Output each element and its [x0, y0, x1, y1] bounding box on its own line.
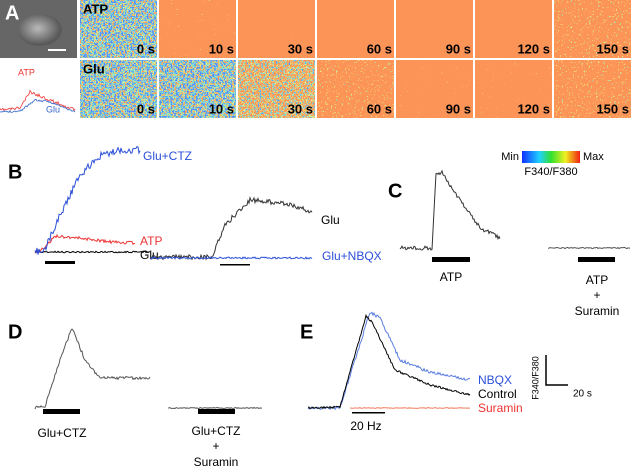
stim-label: Glu+CTZ: [37, 426, 86, 440]
time-label: 30 s: [288, 101, 313, 116]
scale-label: 20 s: [573, 389, 592, 400]
ratio-image: [80, 60, 157, 118]
stim-label: +: [212, 439, 219, 453]
trace: [307, 313, 471, 410]
time-label: 60 s: [367, 101, 392, 116]
stim-bar: [352, 412, 385, 414]
colorbar: [522, 151, 580, 163]
ratio-image: [554, 60, 631, 118]
trace: [149, 256, 313, 260]
inset-label: Glu: [46, 104, 60, 114]
trace: [34, 328, 151, 410]
time-label: 120 s: [517, 101, 550, 116]
trace-label: Glu: [321, 213, 340, 227]
panel-label: E: [300, 321, 313, 343]
time-label: 0 s: [137, 41, 155, 56]
ratio-image: [238, 0, 315, 58]
stim-label: 20 Hz: [350, 419, 381, 433]
ratio-image: [475, 60, 552, 118]
trace: [34, 250, 150, 254]
panel-label: D: [8, 321, 22, 343]
time-label: 60 s: [367, 41, 392, 56]
panel-label: A: [5, 2, 19, 24]
trace: [547, 246, 630, 250]
scale-label: F340/F380: [530, 356, 540, 400]
ratio-image: [396, 60, 473, 118]
inset-label: ATP: [18, 67, 35, 77]
time-label: 0 s: [137, 101, 155, 116]
ratio-image: [317, 60, 394, 118]
colorbar-max: Max: [583, 151, 604, 163]
trace: [34, 233, 136, 254]
trace-label: ATP: [140, 234, 162, 248]
trace-label: Glu+NBQX: [322, 249, 382, 263]
trace: [34, 145, 141, 255]
row-label: Glu: [83, 61, 105, 76]
stim-bar: [45, 261, 75, 264]
stim-label: ATP: [440, 270, 462, 284]
time-label: 90 s: [446, 101, 471, 116]
panel-label: B: [8, 161, 22, 183]
stim-label: Suramin: [194, 455, 239, 469]
ratio-image: [317, 0, 394, 58]
trace: [149, 195, 313, 261]
time-label: 30 s: [288, 41, 313, 56]
stim-label: Glu+CTZ: [191, 424, 240, 438]
trace: [0, 98, 76, 113]
time-label: 150 s: [596, 101, 629, 116]
ratio-image: [159, 60, 236, 118]
ratio-image: [238, 60, 315, 118]
trace-label: NBQX: [478, 373, 512, 387]
trace: [307, 311, 471, 411]
stim-bar: [432, 257, 470, 262]
stim-bar: [198, 409, 235, 414]
trace-label: Glu+CTZ: [143, 149, 192, 163]
trace: [167, 406, 263, 410]
ratio-image: [159, 0, 236, 58]
row-label: ATP: [83, 1, 108, 16]
stim-bar: [578, 257, 615, 262]
time-label: 90 s: [446, 41, 471, 56]
trace-label: Control: [478, 387, 517, 401]
stim-bar: [220, 264, 250, 266]
trace-label: Glu: [140, 248, 159, 262]
ratio-image: [554, 0, 631, 58]
time-label: 10 s: [209, 41, 234, 56]
time-label: 150 s: [596, 41, 629, 56]
cell: [18, 14, 62, 46]
stim-label: Suramin: [575, 304, 620, 318]
trace: [0, 89, 76, 112]
ratio-image: [80, 0, 157, 58]
stim-label: ATP: [586, 273, 608, 287]
trace: [350, 406, 471, 409]
time-label: 120 s: [517, 41, 550, 56]
time-label: 10 s: [209, 101, 234, 116]
trace: [399, 169, 501, 251]
stim-bar: [43, 409, 80, 414]
panel-label: C: [388, 180, 402, 202]
colorbar-min: Min: [501, 151, 519, 163]
scale-bar: [545, 355, 568, 386]
stim-label: +: [593, 288, 600, 302]
trace-label: Suramin: [478, 401, 523, 415]
ratio-image: [396, 0, 473, 58]
colorbar-label: F340/F380: [524, 166, 577, 178]
ratio-image: [475, 0, 552, 58]
